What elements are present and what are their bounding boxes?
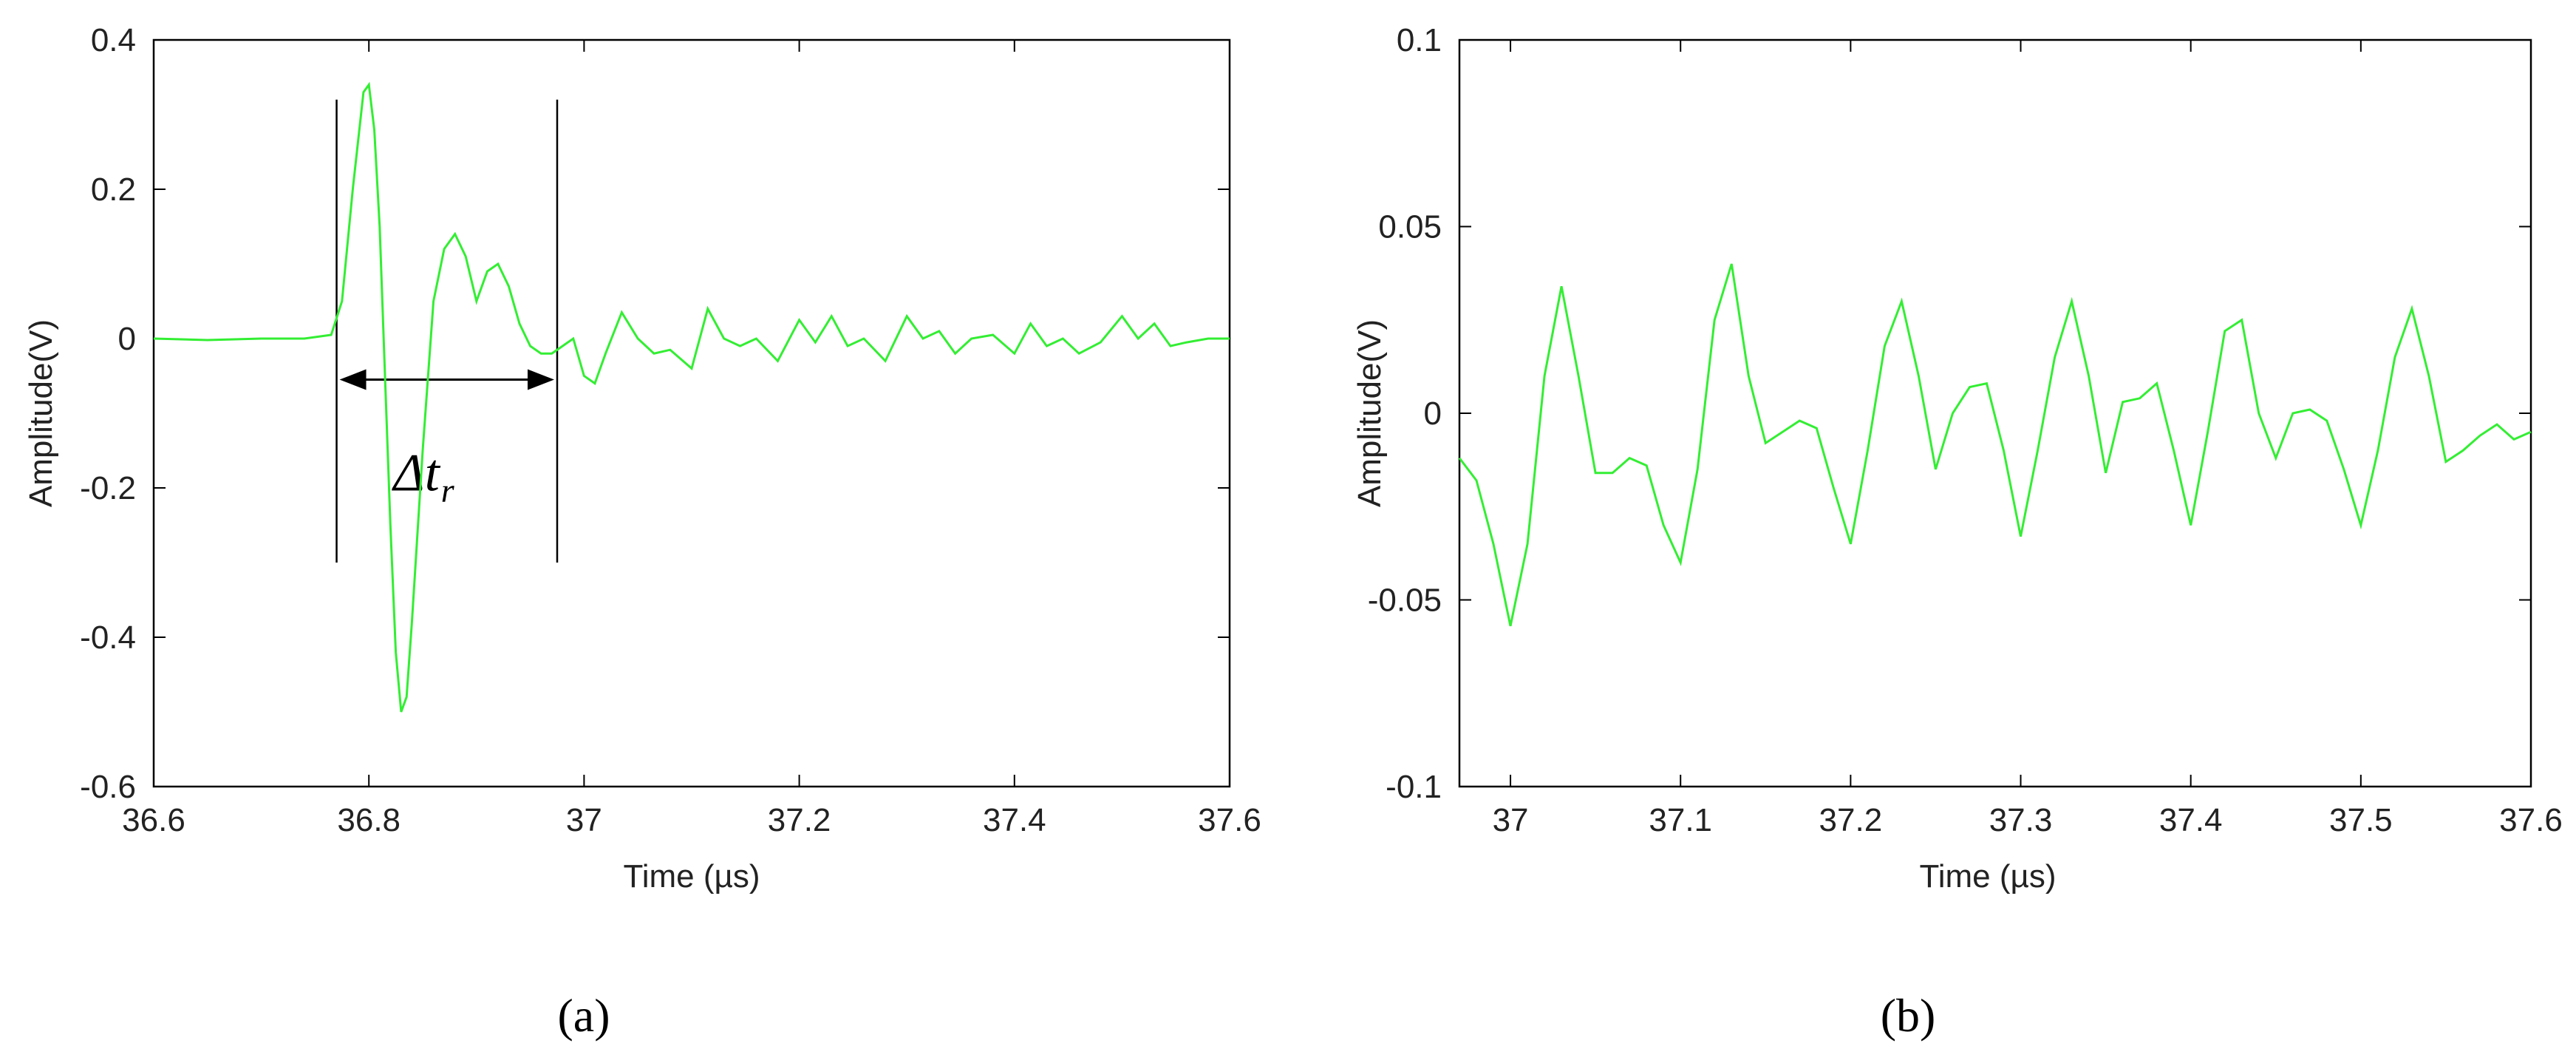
y-tick-label: -0.1	[1386, 769, 1442, 805]
x-tick-label: 37.4	[983, 802, 1046, 838]
x-tick-label: 37.3	[1989, 802, 2053, 838]
y-axis-label-b: Amplitude(V)	[1352, 319, 1388, 507]
y-tick-label: 0.1	[1397, 22, 1442, 58]
y-tick-label: 0.4	[91, 22, 136, 58]
x-tick-label: 37.2	[768, 802, 831, 838]
ticks-b	[1459, 39, 2532, 787]
series-line-a	[153, 81, 1230, 713]
x-tick-label: 36.6	[122, 802, 185, 838]
ticks-a	[153, 39, 1230, 787]
delta-t-label: Δt	[391, 444, 440, 503]
plot-area-a	[152, 38, 1231, 788]
y-tick-label: 0.05	[1378, 209, 1442, 245]
x-axis-label-b: Time (µs)	[1919, 858, 2056, 894]
panel-b: 37 37.1 37.2 37.3 37.4 37.5 37.6 -0.1 -0.05 0 0.05…	[1352, 22, 2563, 1042]
delta-t-arrow-head-left	[339, 369, 367, 390]
tick-labels-b: 37 37.1 37.2 37.3 37.4 37.5 37.6 -0.1 -0.05 0 0.05…	[1368, 22, 2563, 838]
x-tick-label: 36.8	[337, 802, 401, 838]
delta-t-arrow-head-right	[528, 369, 554, 390]
panel-a: 36.6 36.8 37 37.2 37.4 37.6 -0.6 -0.4 -0.2 0 0.2 0.…	[23, 22, 1261, 1042]
x-tick-label: 37.6	[1198, 802, 1261, 838]
y-tick-label: -0.4	[80, 619, 136, 656]
x-tick-label: 37.4	[2159, 802, 2223, 838]
x-tick-label: 37.6	[2499, 802, 2563, 838]
y-tick-label: -0.2	[80, 470, 136, 506]
y-tick-label: 0	[118, 321, 136, 357]
panel-label-a: (a)	[557, 989, 610, 1042]
x-axis-label-a: Time (µs)	[623, 858, 760, 894]
y-axis-label-a: Amplitude(V)	[23, 319, 59, 507]
x-tick-label: 37.5	[2329, 802, 2393, 838]
delta-t-annotation: Δt r	[335, 99, 559, 563]
x-tick-label: 37	[566, 802, 602, 838]
delta-t-subscript: r	[441, 472, 455, 509]
panel-label-b: (b)	[1881, 989, 1936, 1042]
x-tick-label: 37.2	[1819, 802, 1883, 838]
y-tick-label: -0.05	[1368, 583, 1442, 619]
series-line-b	[1458, 263, 2532, 627]
x-tick-label: 37	[1493, 802, 1529, 838]
y-tick-label: -0.6	[80, 769, 136, 805]
tick-labels-a: 36.6 36.8 37 37.2 37.4 37.6 -0.6 -0.4 -0.2 0 0.2 0.…	[80, 22, 1261, 838]
x-tick-label: 37.1	[1649, 802, 1712, 838]
y-tick-label: 0.2	[91, 172, 136, 208]
y-tick-label: 0	[1424, 396, 1442, 432]
